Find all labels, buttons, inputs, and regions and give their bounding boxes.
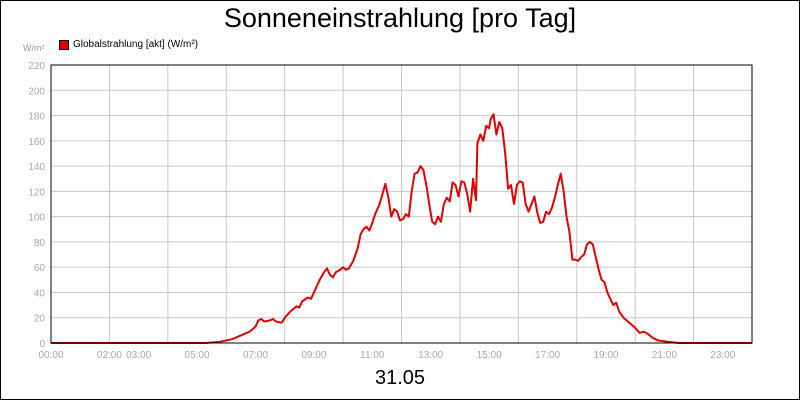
x-tick-label: 07:00	[243, 350, 268, 361]
y-axis-unit-label: W/m²	[23, 43, 45, 53]
y-tick-label: 0	[39, 339, 45, 350]
x-tick-label: 03:00	[126, 350, 151, 361]
y-tick-label: 160	[28, 137, 45, 148]
x-tick-label: 17:00	[535, 350, 560, 361]
legend: Globalstrahlung [akt] (W/m²)	[59, 39, 198, 50]
y-tick-label: 200	[28, 86, 45, 97]
y-tick-label: 100	[28, 213, 45, 224]
x-tick-label: 15:00	[477, 350, 502, 361]
x-tick-label: 02:00	[97, 350, 122, 361]
y-tick-label: 20	[34, 314, 46, 325]
x-axis-date-label: 31.05	[374, 367, 426, 389]
series-line	[51, 113, 752, 344]
y-tick-label: 60	[34, 263, 46, 274]
x-tick-label: 05:00	[185, 350, 210, 361]
plot-border	[50, 64, 753, 344]
chart-title: Sonneneinstrahlung [pro Tag]	[223, 3, 577, 33]
y-tick-label: 80	[34, 238, 46, 249]
x-tick-label: 21:00	[652, 350, 677, 361]
legend-label: Globalstrahlung [akt] (W/m²)	[73, 39, 199, 50]
x-tick-label: 19:00	[593, 350, 618, 361]
legend-swatch-icon	[59, 39, 69, 50]
y-tick-label: 140	[28, 162, 45, 173]
y-tick-label: 40	[34, 288, 46, 299]
y-tick-label: 220	[28, 61, 45, 72]
x-tick-label: 09:00	[301, 350, 326, 361]
y-tick-label: 180	[28, 112, 45, 123]
y-tick-label: 120	[28, 187, 45, 198]
x-tick-label: 23:00	[710, 350, 735, 361]
x-tick-label: 11:00	[360, 350, 385, 361]
x-tick-label: 13:00	[418, 350, 443, 361]
x-tick-label: 00:00	[38, 350, 63, 361]
